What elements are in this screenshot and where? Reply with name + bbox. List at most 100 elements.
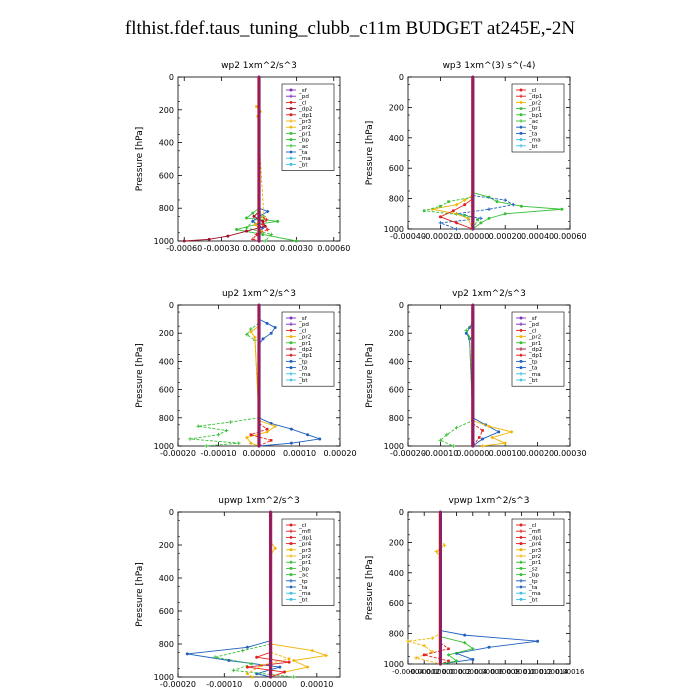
zero-profile-marker: [257, 128, 261, 132]
zero-profile-marker: [257, 169, 261, 173]
series-marker-pr2: [249, 441, 253, 445]
zero-profile-marker: [438, 552, 442, 556]
zero-profile-marker: [257, 104, 261, 108]
legend-label: _tp: [298, 359, 308, 365]
x-tick-label: 0.00000: [456, 232, 489, 241]
series-marker-pr1: [467, 335, 472, 340]
legend-label: _dp2: [298, 347, 312, 353]
x-tick-label: 0.00008: [491, 668, 520, 676]
x-tick-label: 0.00030: [553, 449, 586, 458]
zero-profile-marker: [471, 212, 475, 216]
plot-frame: [407, 76, 571, 230]
x-tick-label: 0.00016: [556, 668, 585, 676]
legend-label: _pr3: [528, 548, 542, 554]
x-tick-label: -0.00010: [201, 449, 237, 458]
x-tick-label: 0.00006: [475, 668, 504, 676]
series-marker-tp: [479, 216, 483, 221]
y-tick-label: 600: [389, 164, 404, 173]
zero-profile-marker: [471, 437, 475, 441]
legend-marker: [289, 316, 293, 320]
zero-profile-marker: [438, 654, 442, 658]
series-marker-ta: [265, 209, 270, 214]
series-marker-pr1: [213, 655, 217, 659]
zero-profile-marker: [257, 426, 261, 430]
zero-profile-marker: [471, 223, 475, 227]
legend-label: _pd: [298, 94, 309, 100]
legend-label: _tp: [528, 579, 538, 585]
zero-profile-marker: [257, 198, 261, 202]
series-marker-pr2: [430, 207, 435, 212]
zero-profile-marker: [257, 381, 261, 385]
zero-profile-marker: [257, 303, 261, 307]
legend-marker: [519, 573, 523, 577]
legend-marker: [289, 322, 293, 326]
zero-profile-marker: [269, 514, 273, 518]
y-tick-label: 800: [389, 630, 404, 639]
zero-profile-marker: [471, 79, 475, 83]
x-tick-label: 0.00010: [283, 449, 316, 458]
zero-profile-marker: [471, 391, 475, 395]
legend-marker: [289, 328, 293, 333]
legend-marker: [289, 353, 293, 357]
y-tick-label: 0: [399, 508, 404, 517]
legend-marker: [289, 585, 293, 589]
zero-profile-marker: [257, 223, 261, 227]
zero-profile-marker: [269, 572, 273, 576]
zero-profile-marker: [438, 578, 442, 582]
zero-profile-marker: [438, 616, 442, 620]
series-marker-pr2: [253, 223, 257, 226]
legend-label: _pr4: [528, 542, 542, 548]
zero-profile-marker: [257, 317, 261, 321]
zero-profile-marker: [269, 650, 273, 654]
series-marker-dp1: [245, 665, 249, 669]
panel-title: vpwp 1xm^2/s^3: [448, 496, 529, 506]
zero-profile-marker: [438, 510, 442, 514]
zero-profile-marker: [438, 651, 442, 655]
series-marker-dp1: [264, 217, 269, 222]
series-marker-pr2: [434, 549, 439, 554]
zero-profile-marker: [257, 444, 261, 448]
zero-profile-marker: [269, 555, 273, 559]
legend-label: _pr2: [298, 554, 311, 560]
legend-label: _dp1: [528, 535, 543, 541]
zero-profile-marker: [257, 356, 261, 360]
zero-profile-marker: [471, 75, 475, 79]
zero-profile-marker: [471, 388, 475, 392]
legend-marker: [289, 535, 293, 540]
zero-profile-marker: [269, 659, 273, 662]
zero-profile-marker: [257, 91, 261, 95]
series-marker-bp: [263, 239, 268, 243]
legend-label: _bt: [298, 162, 308, 168]
series-marker-pr1: [204, 444, 209, 448]
zero-profile-marker: [257, 214, 261, 218]
series-marker-dp1: [477, 436, 481, 439]
series-marker-dp2: [182, 239, 186, 243]
series-marker-bp1: [560, 207, 564, 211]
zero-profile-marker: [471, 405, 475, 409]
zero-profile-marker: [471, 166, 475, 170]
zero-profile-marker: [257, 202, 261, 206]
series-line-dp1: [249, 423, 273, 447]
series-marker-tp: [487, 645, 491, 649]
series-marker-dp1: [463, 203, 467, 207]
series-marker-pr1: [451, 444, 456, 448]
legend-marker: [519, 560, 523, 564]
zero-profile-marker: [438, 571, 442, 575]
x-tick-label: 0.00030: [280, 244, 313, 253]
zero-profile-marker: [438, 635, 442, 639]
legend-label: _mfl: [298, 529, 311, 535]
y-tick-label: 400: [389, 134, 404, 143]
zero-profile-marker: [257, 108, 261, 112]
legend-label: _tp: [298, 579, 308, 585]
legend-label: _ta: [298, 366, 307, 372]
zero-profile-marker: [269, 675, 273, 679]
series-marker-pr2: [430, 636, 435, 640]
legend-marker: [289, 523, 293, 527]
x-tick-label: 0.00000: [426, 668, 455, 676]
legend-marker: [519, 591, 523, 595]
legend-label: _dp2: [528, 347, 542, 353]
legend-marker: [519, 567, 523, 570]
zero-profile-marker: [438, 556, 442, 560]
series-marker-pr2: [260, 229, 263, 233]
x-tick-label: 0.00010: [489, 449, 522, 458]
